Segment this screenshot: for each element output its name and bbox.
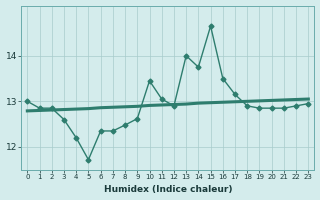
- X-axis label: Humidex (Indice chaleur): Humidex (Indice chaleur): [104, 185, 232, 194]
